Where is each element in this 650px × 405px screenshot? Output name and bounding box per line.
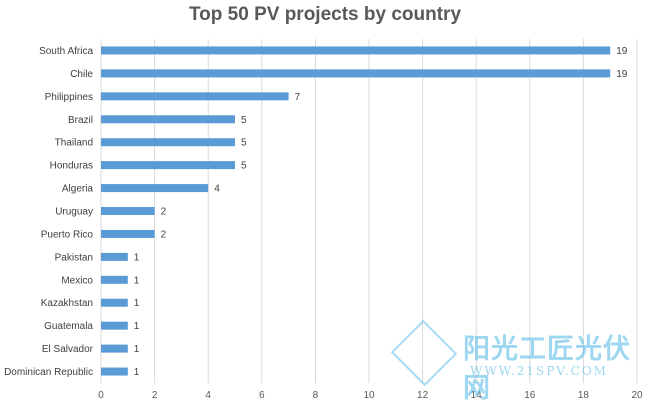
category-label: Dominican Republic [4, 367, 93, 378]
x-tick-label: 10 [363, 390, 375, 401]
category-label: Pakistan [55, 252, 93, 263]
category-label: Kazakhstan [41, 298, 93, 309]
category-label: Algeria [62, 184, 94, 195]
data-label: 1 [134, 367, 140, 378]
category-label: Puerto Rico [41, 229, 94, 240]
category-label: South Africa [39, 46, 93, 57]
category-label: Brazil [68, 115, 93, 126]
bar [101, 161, 235, 170]
category-label: Guatemala [44, 321, 93, 332]
x-tick-label: 0 [98, 390, 104, 401]
category-label: Chile [70, 69, 93, 80]
category-label: El Salvador [42, 344, 94, 355]
data-label: 1 [134, 275, 140, 286]
data-label: 5 [241, 138, 247, 149]
bar [101, 298, 128, 307]
bar [101, 252, 128, 261]
x-tick-label: 20 [631, 390, 643, 401]
bar [101, 207, 155, 215]
x-tick-label: 14 [471, 390, 483, 401]
category-label: Honduras [50, 161, 93, 172]
bar [101, 229, 155, 238]
bar [101, 367, 128, 376]
category-label: Philippines [45, 92, 93, 103]
x-tick-label: 4 [205, 390, 211, 401]
bar [101, 184, 209, 193]
data-label: 1 [134, 321, 140, 332]
x-tick-label: 2 [152, 390, 158, 401]
category-label: Uruguay [55, 207, 93, 218]
chart-title: Top 50 PV projects by country [188, 4, 462, 25]
data-label: 1 [134, 298, 140, 309]
watermark-url: WWW.21SPV.COM [470, 364, 608, 378]
bar [101, 115, 235, 124]
data-label: 7 [295, 92, 301, 103]
bar [101, 69, 611, 78]
data-label: 19 [616, 69, 628, 80]
data-label: 19 [616, 46, 628, 57]
category-label: Thailand [55, 138, 93, 149]
bar [101, 275, 128, 284]
data-label: 4 [214, 184, 220, 195]
x-tick-label: 16 [524, 390, 536, 401]
data-label: 2 [161, 229, 167, 240]
category-label: Mexico [61, 275, 93, 286]
data-label: 1 [134, 344, 140, 355]
data-label: 2 [161, 207, 167, 218]
x-tick-label: 18 [578, 390, 590, 401]
x-tick-label: 12 [417, 390, 429, 401]
bar [101, 138, 235, 147]
data-label: 5 [241, 115, 247, 126]
data-label: 1 [134, 252, 140, 263]
watermark-text: 阳光工匠光伏网 [463, 334, 631, 404]
x-tick-label: 8 [313, 390, 319, 401]
x-tick-label: 6 [259, 390, 265, 401]
bar [101, 92, 289, 101]
bar [101, 46, 611, 55]
bar [101, 344, 128, 353]
bar [101, 321, 128, 330]
data-label: 5 [241, 161, 247, 172]
